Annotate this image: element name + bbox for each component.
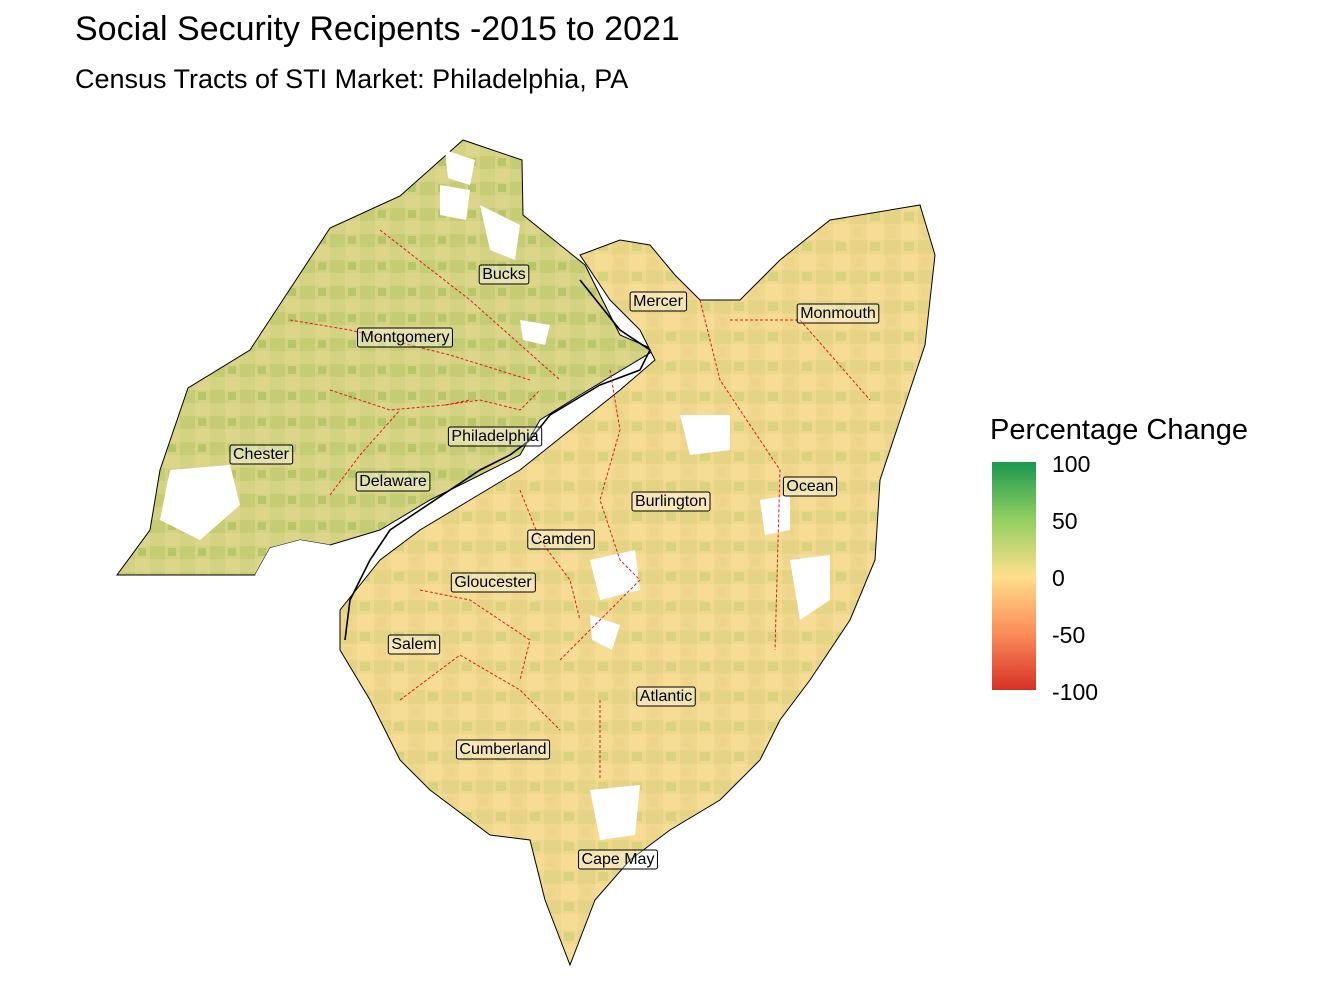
county-label-ocean: Ocean — [782, 476, 838, 497]
county-labels: Bucks Mercer Monmouth Montgomery Philadelphi… — [229, 264, 880, 870]
svg-text:Bucks: Bucks — [482, 266, 526, 283]
county-label-bucks: Bucks — [478, 264, 530, 285]
map-title: Social Security Recipents -2015 to 2021 — [75, 10, 680, 48]
svg-text:Philadelphia: Philadelphia — [451, 428, 538, 445]
svg-text:Cape May: Cape May — [582, 851, 655, 868]
county-label-philadelphia: Philadelphia — [447, 426, 543, 447]
county-label-monmouth: Monmouth — [796, 303, 880, 324]
legend-tick-minus-50: -50 — [1052, 622, 1086, 648]
svg-text:Mercer: Mercer — [633, 293, 683, 310]
county-label-mercer: Mercer — [629, 291, 688, 312]
svg-text:Gloucester: Gloucester — [454, 574, 532, 591]
county-label-montgomery: Montgomery — [357, 327, 453, 348]
map-subtitle: Census Tracts of STI Market: Philadelphi… — [75, 64, 629, 94]
delaware-river — [344, 279, 652, 641]
county-label-gloucester: Gloucester — [450, 572, 536, 593]
svg-text:Ocean: Ocean — [786, 478, 833, 495]
svg-text:Camden: Camden — [531, 531, 591, 548]
county-label-cumberland: Cumberland — [455, 739, 551, 760]
county-boundaries — [289, 229, 871, 780]
svg-text:Monmouth: Monmouth — [800, 305, 876, 322]
legend-color-bar — [992, 462, 1036, 690]
legend-tick-minus-100: -100 — [1052, 679, 1099, 705]
county-label-delaware: Delaware — [355, 471, 431, 492]
county-label-burlington: Burlington — [631, 491, 711, 512]
svg-text:Salem: Salem — [391, 636, 436, 653]
county-label-cape-may: Cape May — [578, 849, 658, 870]
svg-text:Chester: Chester — [233, 446, 290, 463]
svg-text:Cumberland: Cumberland — [459, 741, 546, 758]
svg-text:Delaware: Delaware — [359, 473, 427, 490]
legend-tick-0: 0 — [1052, 565, 1065, 591]
county-label-camden: Camden — [527, 529, 595, 550]
svg-text:Atlantic: Atlantic — [640, 688, 692, 705]
missing-tracts — [160, 150, 830, 840]
legend-tick-100: 100 — [1052, 451, 1091, 477]
svg-text:Montgomery: Montgomery — [361, 329, 450, 346]
svg-text:Burlington: Burlington — [635, 493, 707, 510]
county-label-chester: Chester — [229, 444, 294, 465]
legend-tick-50: 50 — [1052, 508, 1078, 534]
legend-title: Percentage Change — [990, 414, 1248, 446]
county-label-salem: Salem — [387, 634, 441, 655]
county-label-atlantic: Atlantic — [636, 686, 696, 707]
